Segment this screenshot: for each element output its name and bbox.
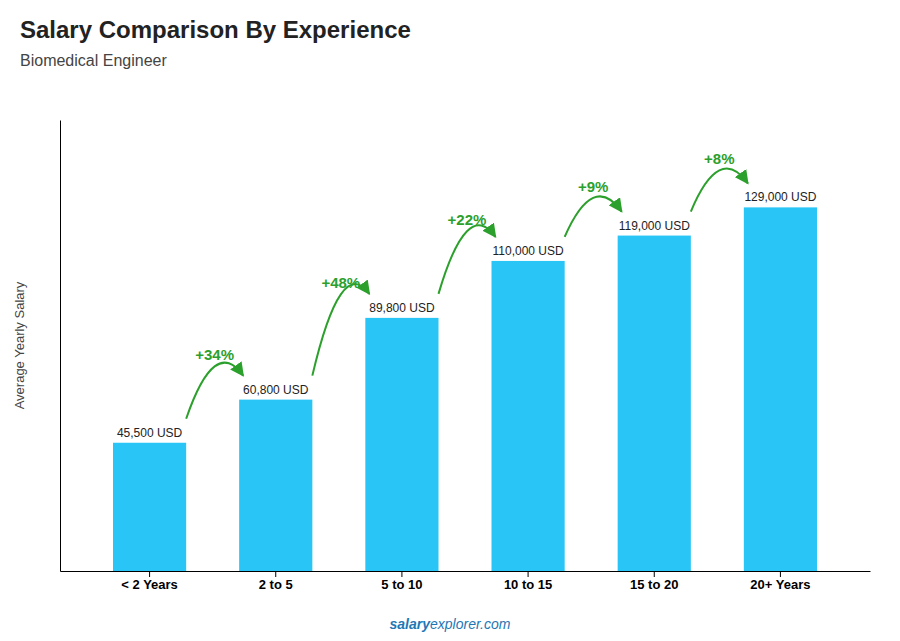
subtitle: Biomedical Engineer (20, 52, 167, 69)
data-label: 89,800 USD (369, 301, 435, 315)
bar (113, 443, 186, 571)
data-label: 60,800 USD (243, 383, 309, 397)
data-label: 119,000 USD (619, 219, 690, 233)
x-tick: 15 to 20 (630, 571, 678, 592)
x-tick-mark (528, 571, 529, 577)
x-tick-label: 2 to 5 (259, 577, 293, 592)
change-label: +8% (704, 150, 734, 167)
change-label: +34% (195, 346, 234, 363)
x-tick: 20+ Years (750, 571, 810, 592)
x-tick-label: 10 to 15 (504, 577, 552, 592)
data-label: 45,500 USD (117, 426, 183, 440)
x-tick-mark (780, 571, 781, 577)
bar (365, 318, 438, 571)
watermark-part: explorer.com (430, 616, 511, 632)
bar (239, 400, 312, 571)
x-tick: 5 to 10 (381, 571, 422, 592)
x-tick-label: 5 to 10 (381, 577, 422, 592)
bar (618, 236, 691, 571)
data-labels: 45,500 USD 60,800 USD 89,800 USD 110,000 US… (117, 190, 817, 439)
x-tick-label: < 2 Years (121, 577, 178, 592)
bar (491, 261, 564, 571)
x-tick: < 2 Years (121, 571, 178, 592)
change-arc (565, 196, 622, 237)
chart: Salary Comparison By Experience Biomedica… (0, 0, 900, 641)
x-axis: < 2 Years 2 to 5 5 to 10 10 to 15 15 to 20 20… (61, 571, 871, 592)
data-label: 110,000 USD (493, 244, 564, 258)
change-arc (439, 225, 496, 294)
x-tick: 2 to 5 (259, 571, 293, 592)
change-arc (186, 363, 243, 419)
x-tick-mark (654, 571, 655, 577)
x-tick-mark (149, 571, 150, 577)
x-tick-label: 20+ Years (750, 577, 810, 592)
change-label: +9% (578, 178, 608, 195)
change-label: +48% (321, 274, 360, 291)
data-label: 129,000 USD (744, 190, 816, 204)
x-tick-label: 15 to 20 (630, 577, 678, 592)
change-label: +22% (448, 211, 487, 228)
bar (744, 207, 817, 571)
watermark-part: salary (390, 616, 432, 632)
change-arc (691, 169, 748, 212)
x-tick-mark (401, 571, 402, 577)
change-annotations: +34% +48% +22% +9% +8% (186, 150, 748, 418)
x-tick: 10 to 15 (504, 571, 552, 592)
y-axis-line (60, 121, 61, 572)
bars (113, 207, 817, 571)
watermark: salaryexplorer.com (390, 616, 511, 632)
change-arc (312, 284, 369, 376)
x-axis-line (61, 571, 871, 572)
x-tick-mark (275, 571, 276, 577)
title: Salary Comparison By Experience (20, 16, 411, 43)
y-axis (60, 121, 61, 572)
y-axis-title: Average Yearly Salary (12, 281, 27, 409)
